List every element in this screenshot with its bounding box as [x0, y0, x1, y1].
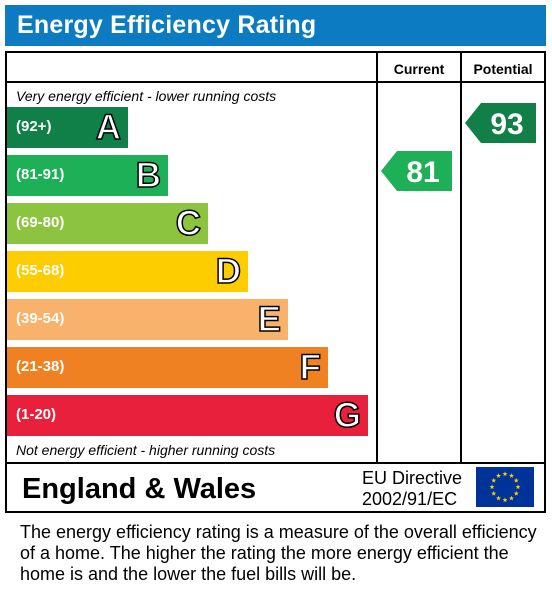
- footer-divider: [5, 462, 546, 464]
- eu-directive: EU Directive 2002/91/EC: [362, 468, 462, 510]
- band-letter: C: [175, 203, 202, 244]
- band-range-label: (92+): [16, 118, 52, 135]
- eu-star-icon: [509, 495, 514, 501]
- band-letter: E: [257, 299, 282, 340]
- eu-star-icon: [489, 484, 495, 490]
- current-rating-value: 81: [406, 156, 439, 189]
- page-title: Energy Efficiency Rating: [17, 11, 317, 39]
- potential-column-header: Potential: [473, 61, 533, 77]
- band-e: (39-54) E: [7, 299, 288, 340]
- eu-star-icon: [496, 495, 501, 501]
- current-column-divider: [376, 51, 378, 464]
- description-text: The energy efficiency rating is a measur…: [20, 522, 537, 584]
- rating-frame: [5, 51, 546, 513]
- band-b: (81-91) B: [7, 155, 168, 196]
- band-range-label: (69-80): [16, 214, 65, 231]
- potential-rating-arrow: 93: [465, 103, 537, 143]
- eu-flag-icon: [476, 467, 534, 507]
- region-label: England & Wales: [22, 473, 257, 505]
- eu-directive-line1: EU Directive: [362, 468, 463, 488]
- top-caption: Very energy efficient - lower running co…: [16, 88, 277, 104]
- band-letter: G: [333, 395, 362, 436]
- band-g: (1-20) G: [7, 395, 368, 436]
- band-range-label: (55-68): [16, 262, 65, 279]
- eu-star-icon: [502, 471, 508, 477]
- potential-column-divider: [460, 51, 462, 464]
- band-letter: F: [299, 347, 322, 388]
- band-range-label: (21-38): [16, 358, 65, 375]
- title-bar: Energy Efficiency Rating: [5, 5, 546, 46]
- eu-directive-line2: 2002/91/EC: [362, 489, 458, 509]
- eu-star-icon: [509, 473, 514, 478]
- band-letter: D: [215, 251, 242, 292]
- eu-star-icon: [513, 477, 519, 483]
- band-a: (92+) A: [7, 107, 128, 148]
- band-letter: B: [135, 155, 162, 196]
- band-c: (69-80) C: [7, 203, 208, 244]
- band-range-label: (1-20): [16, 406, 57, 423]
- band-range-label: (81-91): [16, 166, 65, 183]
- bottom-caption: Not energy efficient - higher running co…: [16, 442, 276, 458]
- eu-star-icon: [496, 473, 501, 478]
- eu-star-icon: [513, 490, 519, 496]
- header-divider: [5, 81, 546, 83]
- band-d: (55-68) D: [7, 251, 248, 292]
- eu-star-icon: [491, 490, 497, 496]
- band-letter: A: [95, 107, 122, 148]
- band-f: (21-38) F: [7, 347, 328, 388]
- current-column-header: Current: [393, 61, 445, 77]
- potential-rating-value: 93: [490, 108, 523, 141]
- current-rating-arrow: 81: [381, 151, 453, 191]
- band-range-label: (39-54): [16, 310, 65, 327]
- eu-star-icon: [502, 497, 508, 503]
- eu-star-icon: [515, 484, 521, 490]
- eu-star-icon: [491, 477, 497, 483]
